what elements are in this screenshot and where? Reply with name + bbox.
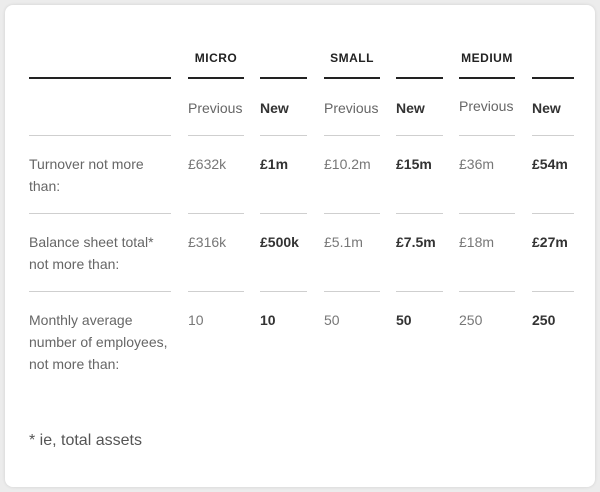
row-divider (29, 213, 171, 214)
row-label-turnover: Turnover not more than: (29, 156, 144, 194)
row-divider (459, 291, 515, 292)
balance-medium-previous: £18m (459, 234, 495, 250)
balance-small-previous: £5.1m (324, 234, 363, 250)
row-divider (396, 213, 443, 214)
row-divider (396, 135, 443, 136)
row-divider (324, 213, 380, 214)
employees-micro-previous: 10 (188, 312, 204, 328)
row-divider (260, 135, 307, 136)
group-header-micro: MICRO (194, 51, 238, 65)
label-column-rule (29, 77, 171, 79)
micro-new-header: New (260, 100, 289, 116)
row-divider (188, 213, 244, 214)
small-new-header: New (396, 100, 425, 116)
small-new-rule (396, 77, 443, 79)
small-previous-rule (324, 77, 380, 79)
row-divider (29, 291, 171, 292)
balance-micro-previous: £316k (188, 234, 227, 250)
employees-medium-previous: 250 (459, 312, 483, 328)
thresholds-table-card (5, 5, 595, 487)
employees-micro-new: 10 (260, 312, 276, 328)
row-label-employees: Monthly average number of employees, not… (29, 312, 168, 372)
row-label-balance-sheet: Balance sheet total* not more than: (29, 234, 154, 272)
turnover-medium-previous: £36m (459, 156, 495, 172)
row-divider (532, 213, 574, 214)
row-divider (459, 213, 515, 214)
row-divider (459, 135, 515, 136)
row-divider (260, 213, 307, 214)
medium-new-rule (532, 77, 574, 79)
group-header-medium: MEDIUM (461, 51, 513, 65)
row-divider (188, 291, 244, 292)
turnover-small-new: £15m (396, 156, 432, 172)
small-previous-header: Previous (324, 100, 379, 116)
row-divider (260, 291, 307, 292)
medium-previous-rule (459, 77, 515, 79)
balance-medium-new: £27m (532, 234, 568, 250)
turnover-small-previous: £10.2m (324, 156, 371, 172)
footnote: * ie, total assets (29, 432, 142, 449)
employees-small-previous: 50 (324, 312, 340, 328)
turnover-micro-previous: £632k (188, 156, 227, 172)
row-divider (396, 291, 443, 292)
balance-micro-new: £500k (260, 234, 299, 250)
turnover-medium-new: £54m (532, 156, 568, 172)
micro-previous-header: Previous (188, 100, 243, 116)
medium-new-header: New (532, 100, 561, 116)
balance-small-new: £7.5m (396, 234, 436, 250)
micro-new-rule (260, 77, 307, 79)
row-divider (29, 135, 171, 136)
row-divider (188, 135, 244, 136)
micro-previous-rule (188, 77, 244, 79)
medium-previous-header: Previous (459, 98, 514, 114)
turnover-micro-new: £1m (260, 156, 289, 172)
row-divider (532, 135, 574, 136)
employees-small-new: 50 (396, 312, 412, 328)
row-divider (324, 291, 380, 292)
row-divider (324, 135, 380, 136)
employees-medium-new: 250 (532, 312, 556, 328)
group-header-small: SMALL (330, 51, 374, 65)
row-divider (532, 291, 574, 292)
